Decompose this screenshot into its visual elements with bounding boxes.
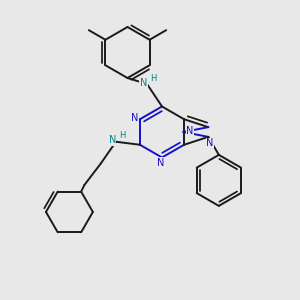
Text: N: N [109, 135, 116, 145]
Text: N: N [206, 139, 214, 148]
Text: H: H [150, 74, 157, 83]
Text: N: N [186, 125, 194, 136]
Text: N: N [157, 158, 164, 168]
Text: N: N [140, 77, 147, 88]
Text: N: N [131, 113, 138, 123]
Text: H: H [119, 131, 126, 140]
